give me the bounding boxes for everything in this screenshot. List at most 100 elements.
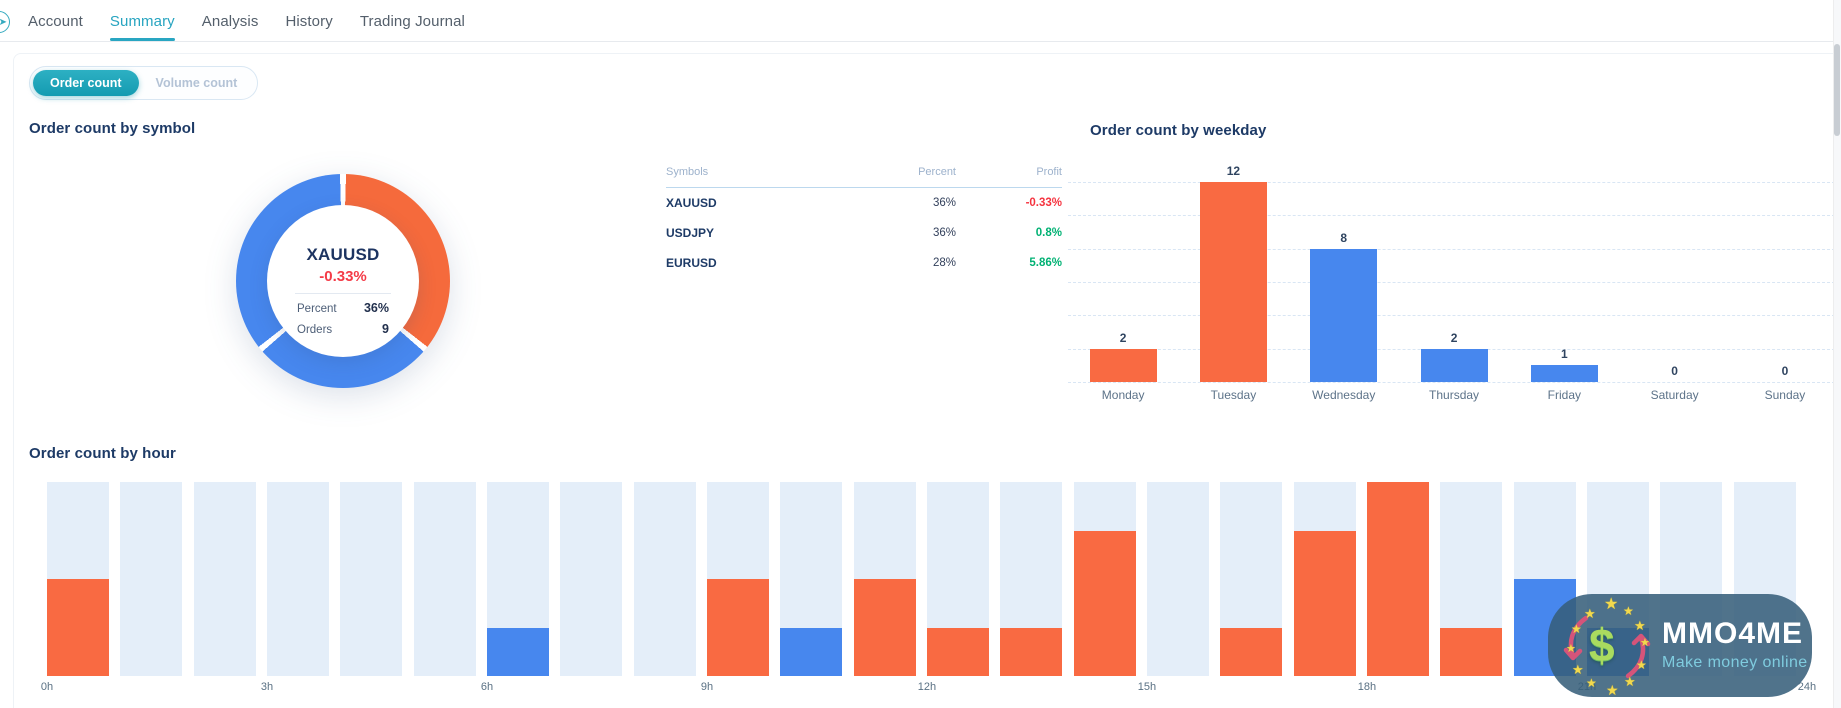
hour-bar-9h[interactable] (706, 579, 769, 676)
hour-tick-label: 24h (1797, 681, 1817, 693)
weekday-category-label: Saturday (1650, 388, 1699, 402)
hour-bar-12h[interactable] (926, 627, 989, 676)
star-icon: ★ (1624, 673, 1636, 689)
donut-orders-label: Orders (297, 324, 333, 336)
star-icon: ★ (1584, 605, 1596, 621)
weekday-value-label: 12 (1226, 164, 1241, 178)
cell-percent: 36% (932, 197, 956, 209)
star-icon: ★ (1606, 681, 1619, 698)
scrollbar-thumb[interactable] (1834, 44, 1840, 136)
weekday-bar-wednesday[interactable] (1310, 248, 1378, 382)
star-icon: ★ (1566, 642, 1576, 655)
dollar-sign-icon: $ (1589, 618, 1615, 671)
donut-percent-value: 36% (363, 301, 389, 315)
weekday-bar-thursday[interactable] (1420, 348, 1488, 382)
hour-bar-0h[interactable] (47, 579, 109, 676)
col-header-profit: Profit (1036, 166, 1062, 178)
nav-tab-account[interactable]: Account (28, 12, 83, 30)
cell-percent: 36% (932, 227, 956, 239)
hour-bar-14h[interactable] (1073, 530, 1136, 676)
weekday-gridline (1068, 282, 1840, 283)
hour-section-title: Order count by hour (29, 445, 176, 462)
hour-bar-17h[interactable] (1293, 530, 1356, 676)
hour-column-bg-4h (340, 482, 403, 676)
weekday-category-label: Monday (1101, 388, 1145, 402)
weekday-value-label: 2 (1119, 330, 1127, 345)
hour-column-bg-5h (413, 482, 476, 676)
symbol-table-body: XAUUSD 36% -0.33% USDJPY 36% 0.8% EURUSD 28% 5.8… (666, 188, 1062, 278)
table-header-divider (666, 187, 1062, 188)
hour-column-bg-8h (633, 482, 696, 676)
weekday-bar-chart: 2 12 8 2 1 0 0 (1068, 164, 1840, 383)
weekday-value-label: 0 (1781, 364, 1789, 378)
weekday-bar-monday[interactable] (1089, 348, 1157, 382)
star-icon: ★ (1572, 661, 1584, 677)
exchange-arrows-icon (1563, 615, 1651, 678)
symbol-table: Symbols Percent Profit XAUUSD 36% -0.33% US… (666, 166, 1062, 278)
nav-tab-analysis[interactable]: Analysis (201, 12, 259, 30)
donut-center-stats: XAUUSD -0.33% Percent 36% Orders 9 (267, 205, 419, 357)
cell-profit: 0.8% (1035, 227, 1062, 239)
weekday-gridline (1068, 182, 1840, 183)
donut-orders-value: 9 (382, 322, 389, 336)
weekday-category-label: Sunday (1764, 388, 1806, 402)
symbol-section-title: Order count by symbol (29, 120, 196, 137)
weekday-category-label: Tuesday (1210, 388, 1257, 402)
cell-symbol: EURUSD (666, 256, 717, 270)
symbol-row-usdjpy[interactable]: USDJPY 36% 0.8% (666, 218, 1062, 248)
hour-tick-label: 15h (1137, 681, 1157, 693)
symbol-donut-chart[interactable]: XAUUSD -0.33% Percent 36% Orders 9 (236, 174, 450, 388)
hour-bar-6h[interactable] (486, 627, 549, 676)
hour-bar-11h[interactable] (853, 579, 916, 676)
cell-profit: -0.33% (1025, 197, 1062, 209)
nav-tab-history[interactable]: History (285, 12, 333, 30)
donut-center-divider (295, 293, 391, 294)
watermark-title: MMO4ME (1662, 617, 1803, 650)
weekday-value-label: 2 (1450, 330, 1458, 345)
cell-symbol: XAUUSD (666, 196, 717, 210)
hour-tick-label: 12h (917, 681, 937, 693)
toggle-volume-count[interactable]: Volume count (155, 76, 238, 90)
mmo4me-watermark: $ ★ ★ ★ ★ ★ ★ ★ ★ ★ ★ ★ ★ MMO4ME Make money online (1548, 594, 1812, 698)
weekday-category-label: Thursday (1429, 388, 1480, 402)
nav-tab-summary[interactable]: Summary (109, 2, 175, 41)
hour-bar-10h[interactable] (780, 627, 843, 676)
donut-percent-label: Percent (297, 303, 337, 315)
star-icon: ★ (1586, 675, 1597, 690)
hour-bar-18h[interactable] (1366, 482, 1429, 676)
star-icon: ★ (1623, 603, 1634, 618)
weekday-bar-tuesday[interactable] (1199, 182, 1267, 382)
hour-tick-label: 3h (260, 681, 274, 693)
hour-axis-labels: 0h3h6h9h12h15h18h21h24h (41, 681, 1817, 695)
weekday-bar-friday[interactable] (1530, 365, 1598, 382)
col-header-symbols: Symbols (666, 166, 709, 178)
dollar-stars-exchange-icon: $ ★ ★ ★ ★ ★ ★ ★ ★ ★ ★ ★ ★ (1556, 595, 1660, 698)
hour-bar-19h[interactable] (1440, 627, 1503, 676)
scrollbar-track[interactable] (1833, 0, 1841, 708)
collapse-sidebar-icon[interactable]: ➤ (0, 11, 10, 33)
weekday-value-label: 8 (1340, 230, 1348, 245)
nav-tabs: Account Summary Analysis History Trading Jou… (28, 0, 465, 42)
star-icon: ★ (1604, 595, 1619, 613)
toggle-order-count[interactable]: Order count (33, 70, 139, 96)
cell-profit: 5.86% (1029, 257, 1062, 269)
hour-column-bg-7h (560, 482, 623, 676)
symbol-row-eurusd[interactable]: EURUSD 28% 5.86% (666, 248, 1062, 278)
weekday-category-label: Wednesday (1312, 388, 1376, 402)
top-navigation-bar: ➤ Account Summary Analysis History Trading J… (0, 0, 1841, 42)
nav-tab-trading-journal[interactable]: Trading Journal (359, 12, 465, 30)
hour-bar-chart (47, 482, 1809, 676)
symbol-row-xauusd[interactable]: XAUUSD 36% -0.33% (666, 188, 1062, 218)
weekday-category-label: Friday (1547, 388, 1582, 402)
weekday-gridline (1068, 382, 1840, 383)
hour-tick-label: 6h (480, 681, 494, 693)
star-icon: ★ (1571, 621, 1582, 636)
hour-tick-label: 0h (40, 681, 54, 693)
hour-column-bg-1h (120, 482, 183, 676)
hour-bar-13h[interactable] (1000, 627, 1063, 676)
symbol-table-header: Symbols Percent Profit (666, 166, 1062, 187)
hour-bar-16h[interactable] (1220, 627, 1283, 676)
weekday-axis-labels: Monday Tuesday Wednesday Thursday Friday Satu… (1068, 388, 1840, 404)
hour-column-bg-3h (266, 482, 329, 676)
